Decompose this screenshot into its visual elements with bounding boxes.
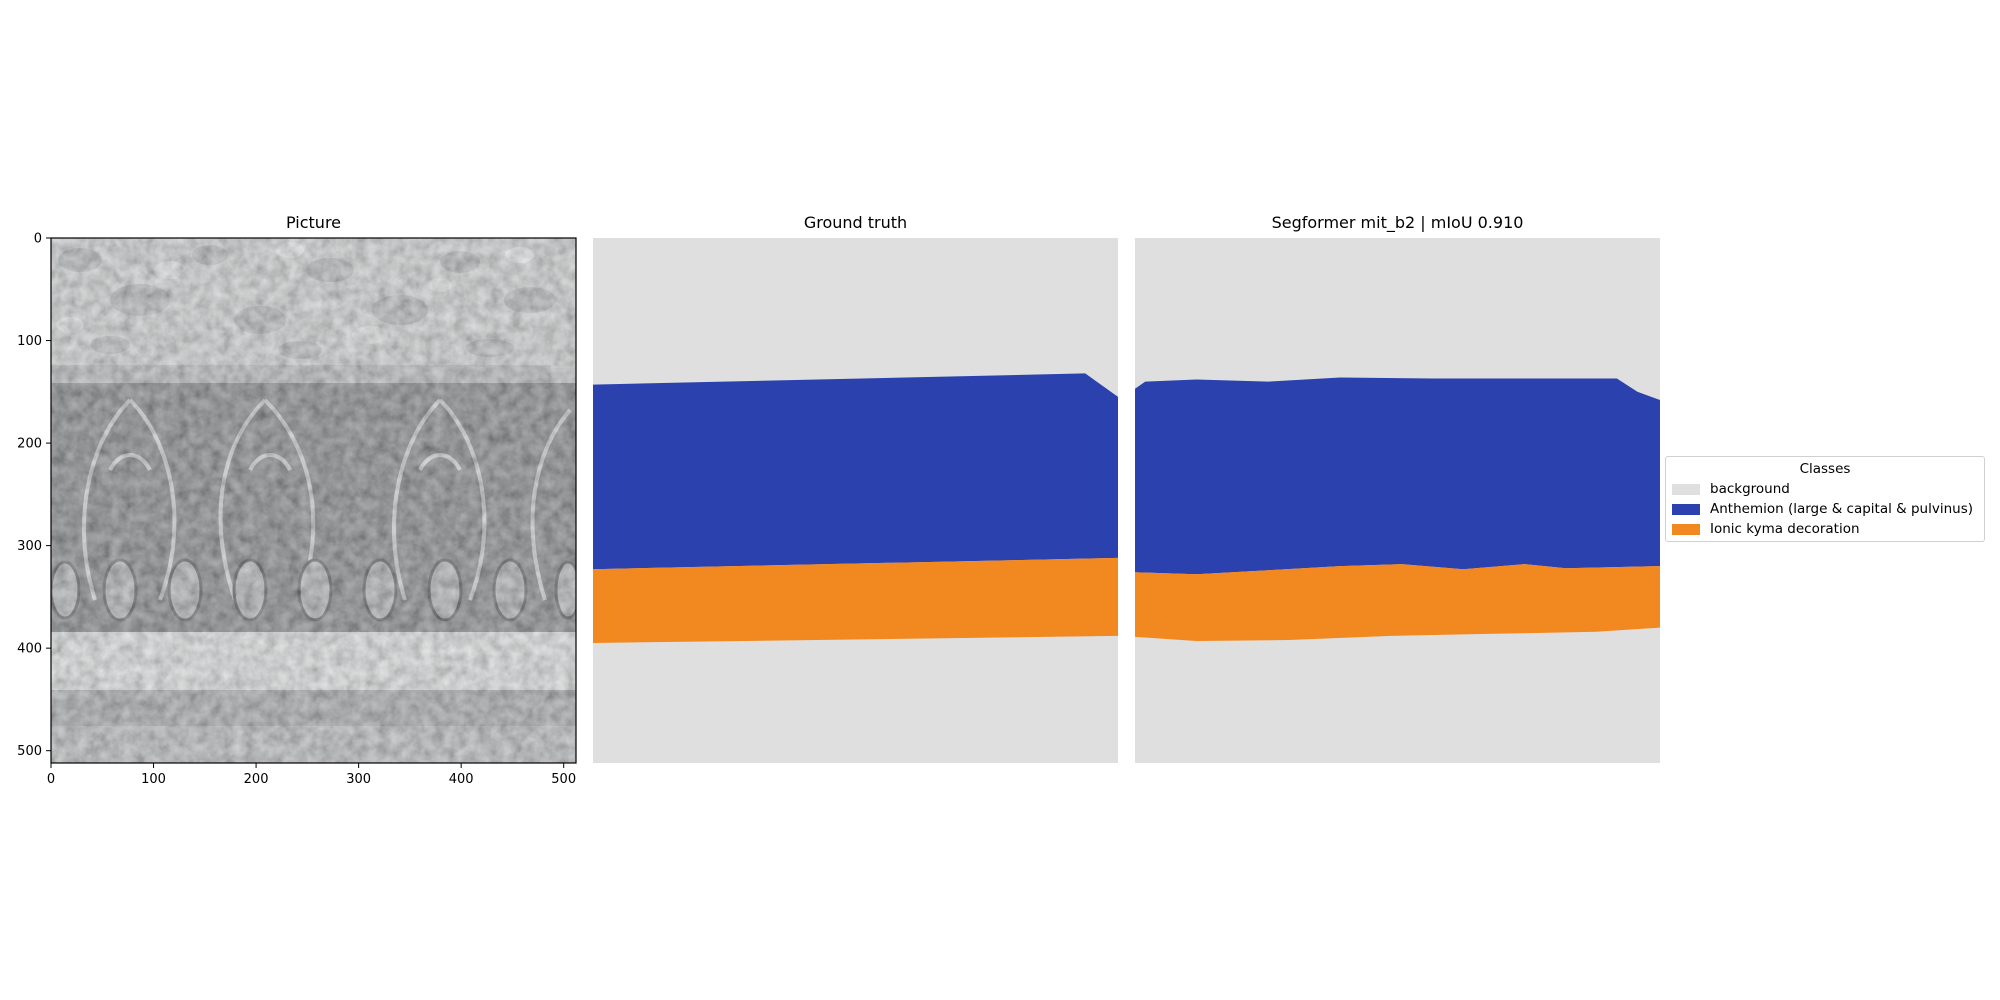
x-tick-label: 0	[47, 772, 55, 787]
legend-item-ionic-kyma: Ionic kyma decoration	[1672, 520, 1860, 538]
legend-swatch-anthemion	[1672, 504, 1700, 515]
legend-label: Ionic kyma decoration	[1710, 521, 1860, 537]
legend: Classes background Anthemion (large & ca…	[1665, 456, 1985, 542]
legend-title: Classes	[1666, 461, 1984, 477]
y-tick-label: 0	[34, 232, 42, 247]
y-tick-label: 400	[17, 642, 42, 657]
mask-region-ionic-kyma	[593, 558, 1118, 643]
x-tick-label: 500	[551, 772, 576, 787]
legend-swatch-ionic-kyma	[1672, 524, 1700, 535]
y-tick-label: 100	[17, 334, 42, 349]
x-tick-label: 200	[244, 772, 269, 787]
legend-item-anthemion: Anthemion (large & capital & pulvinus)	[1672, 500, 1973, 518]
legend-label: background	[1710, 481, 1790, 497]
y-tick-label: 300	[17, 539, 42, 554]
mask-region-anthemion	[593, 373, 1118, 569]
mask-region-anthemion	[1135, 378, 1660, 575]
x-tick-label: 100	[141, 772, 166, 787]
x-tick-label: 400	[449, 772, 474, 787]
y-tick-label: 500	[17, 744, 42, 759]
y-tick-label: 200	[17, 437, 42, 452]
x-tick-label: 300	[346, 772, 371, 787]
mask-region-ionic-kyma	[1135, 564, 1660, 641]
legend-swatch-background	[1672, 484, 1700, 495]
prediction-mask	[1135, 238, 1660, 763]
legend-item-background: background	[1672, 480, 1790, 498]
ground-truth-mask	[593, 238, 1118, 763]
legend-label: Anthemion (large & capital & pulvinus)	[1710, 501, 1973, 517]
picture-image	[51, 238, 580, 763]
